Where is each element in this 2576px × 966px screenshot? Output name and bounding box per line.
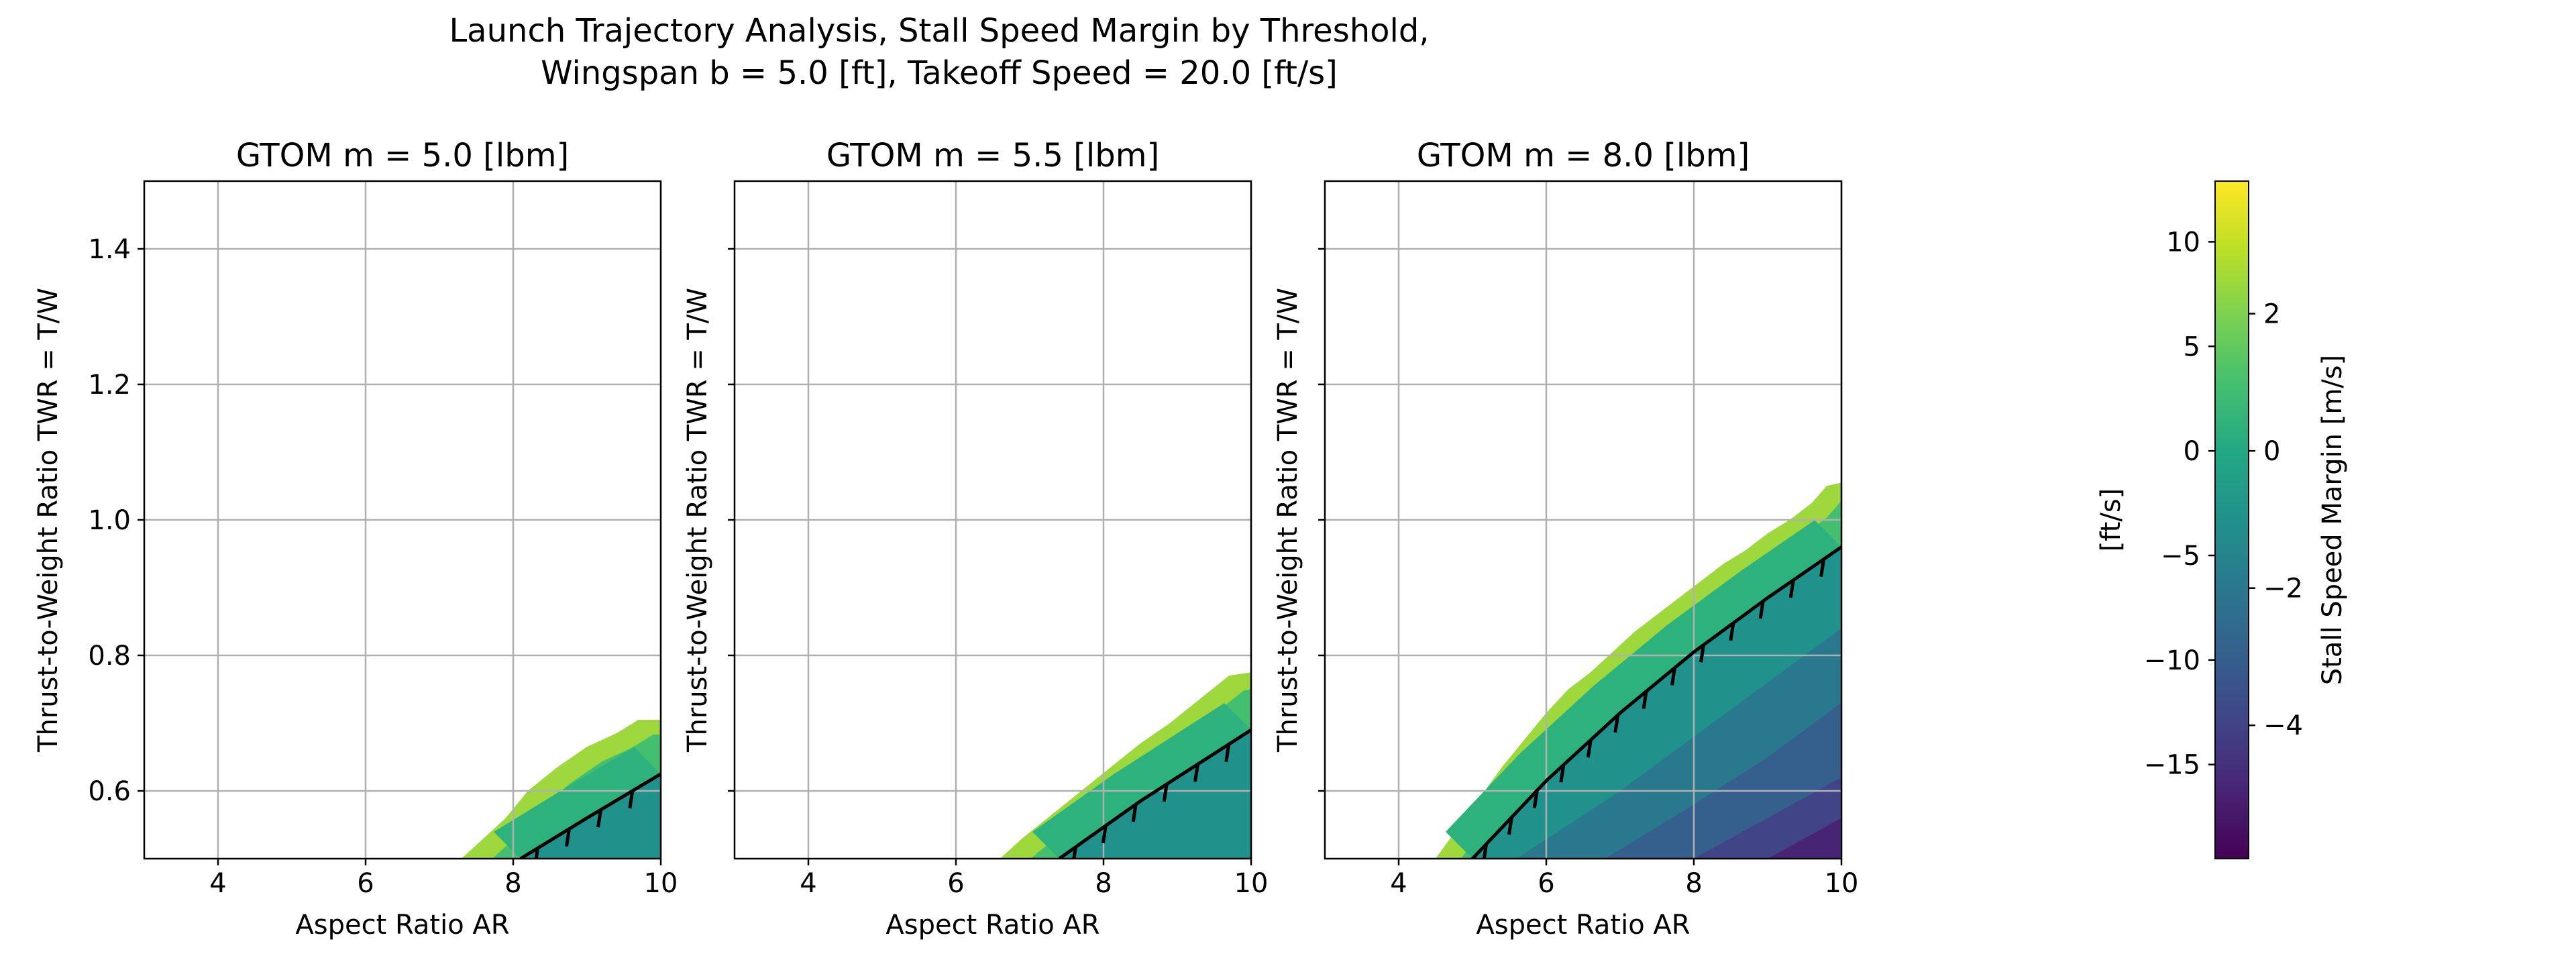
colorbar-left-tick-label: −5	[2161, 541, 2200, 572]
constraint-hatch	[1586, 739, 1593, 758]
constraint-hatch	[1613, 714, 1620, 733]
contour-fill	[462, 719, 661, 859]
colorbar-gradient	[2214, 180, 2249, 859]
constraint-hatch	[565, 828, 571, 847]
constraint-hatch	[628, 790, 635, 809]
constraint-hatch	[1507, 816, 1513, 835]
colorbar-left-tick-label: 0	[2184, 436, 2200, 467]
constraint-hatch	[1819, 559, 1826, 577]
stall-constraint	[519, 772, 661, 859]
figure-title-line1: Launch Trajectory Analysis, Stall Speed …	[449, 12, 1429, 50]
x-axis-label: Aspect Ratio AR	[295, 910, 509, 941]
x-tick-label: 10	[1825, 868, 1859, 899]
constraint-hatch	[1788, 580, 1795, 598]
x-tick-label: 4	[1390, 868, 1407, 899]
constraint-hatch	[1532, 790, 1539, 808]
x-tick-label: 8	[504, 868, 521, 899]
y-tick-label: 1.4	[88, 234, 131, 265]
contour-band-green	[1032, 703, 1251, 859]
constraint-hatch	[1072, 847, 1077, 859]
y-tick-label: 1.0	[88, 505, 131, 536]
y-axis-label: Thrust-to-Weight Ratio TWR = T/W	[1273, 288, 1303, 753]
colorbar-right-tick-label: 2	[2263, 299, 2280, 330]
constraint-hatch	[534, 847, 540, 859]
figure-title-line2: Wingspan b = 5.0 [ft], Takeoff Speed = 2…	[541, 54, 1338, 92]
subplot-3: 4 6 8 10 GTOM m = 8.0 [lbm] Aspect Ratio AR Th…	[1273, 137, 1858, 941]
x-tick-label: 6	[947, 868, 964, 899]
colorbar-left-tick-label: 10	[2166, 227, 2200, 258]
y-axis-label: Thrust-to-Weight Ratio TWR = T/W	[33, 288, 64, 753]
x-tick-label: 8	[1095, 868, 1112, 899]
x-tick-label: 10	[1234, 868, 1269, 899]
contour-band-green	[1446, 520, 1841, 859]
x-tick-label: 6	[357, 868, 374, 899]
constraint-hatch	[1729, 623, 1735, 641]
subplot-title: GTOM m = 5.0 [lbm]	[236, 137, 569, 174]
constraint-hatch	[1193, 763, 1199, 782]
y-tick-label: 1.2	[88, 370, 131, 400]
x-tick-label: 10	[644, 868, 678, 899]
x-tick-label: 4	[800, 868, 816, 899]
colorbar-right-tick-label: −4	[2263, 710, 2303, 741]
stall-constraint-line	[1471, 545, 1841, 859]
constraint-hatch	[1224, 744, 1231, 762]
subplot-1: 4 6 8 10 0.6 0.8 1.0 1.2 1.4 GTOM m = 5.0 [lbm] As…	[33, 137, 678, 941]
subplot-2: 4 6 8 10 GTOM m = 5.5 [lbm] Aspect Ratio AR Th…	[682, 137, 1268, 941]
constraint-hatch	[1162, 784, 1169, 802]
y-axis-label: Thrust-to-Weight Ratio TWR = T/W	[682, 288, 713, 753]
colorbar-left-ticks: 10 5 0 −5 −10 −15	[2144, 227, 2215, 781]
x-axis-label: Aspect Ratio AR	[1476, 910, 1690, 941]
subplots: 4 6 8 10 0.6 0.8 1.0 1.2 1.4 GTOM m = 5.0 [lbm] As…	[33, 137, 1858, 941]
x-axis-label: Aspect Ratio AR	[885, 910, 1099, 941]
x-tick-label: 6	[1538, 868, 1554, 899]
x-tick-label: 4	[209, 868, 226, 899]
y-tick-label: 0.6	[88, 776, 131, 807]
colorbar-right-label: Stall Speed Margin [m/s]	[2317, 355, 2348, 685]
colorbar-right-tick-label: 0	[2263, 436, 2280, 467]
colorbar-left-tick-label: −15	[2144, 750, 2200, 781]
stall-constraint	[1471, 545, 1841, 859]
y-tick-label: 0.8	[88, 641, 131, 672]
constraint-hatch	[1131, 804, 1138, 822]
stall-constraint	[1058, 728, 1251, 859]
x-tick-label: 8	[1685, 868, 1702, 899]
stall-constraint-line	[519, 772, 661, 859]
constraint-hatch	[1559, 764, 1566, 783]
constraint-hatch	[1758, 600, 1765, 619]
contour-fill	[1436, 482, 1841, 859]
colorbar: 10 5 0 −5 −10 −15 2 0 −2 −4 [ft/s] Stall Speed M…	[2096, 180, 2348, 859]
subplot-title: GTOM m = 8.0 [lbm]	[1417, 137, 1750, 174]
constraint-hatch	[1699, 644, 1705, 663]
contour-fill	[1000, 672, 1251, 859]
constraint-hatch	[1642, 691, 1648, 709]
contour-band-green	[494, 747, 661, 859]
constraint-hatch	[1101, 825, 1108, 844]
colorbar-right-tick-label: −2	[2263, 574, 2303, 604]
stall-constraint-line	[1058, 728, 1251, 859]
colorbar-left-tick-label: −10	[2144, 645, 2200, 676]
colorbar-right-ticks: 2 0 −2 −4	[2249, 299, 2303, 741]
subplot-title: GTOM m = 5.5 [lbm]	[826, 137, 1159, 174]
constraint-hatch	[596, 809, 603, 828]
colorbar-left-label: [ft/s]	[2096, 488, 2127, 552]
constraint-hatch	[1670, 667, 1676, 686]
colorbar-left-tick-label: 5	[2184, 331, 2200, 362]
contour-level-4	[1768, 818, 1841, 859]
